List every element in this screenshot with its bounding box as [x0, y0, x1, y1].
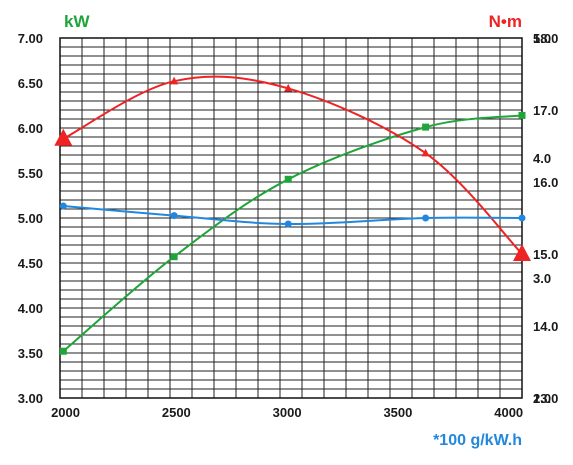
axis-pointer-triangle — [513, 244, 531, 261]
left-tick-label: 3.00 — [18, 391, 43, 406]
data-point-triangle — [284, 83, 293, 92]
left-tick-label: 5.50 — [18, 166, 43, 181]
fuel-tick-label: 3.0 — [533, 271, 551, 286]
right-tick-labels: 13.0 14.0 15.0 16.0 17.0 18.0 2.0 3.0 4.0 5.0 — [533, 31, 558, 406]
x-tick-label: 3500 — [383, 405, 412, 420]
torque-tick-label: 13.0 — [533, 391, 558, 406]
data-point-square — [518, 111, 526, 119]
left-tick-label: 6.00 — [18, 121, 43, 136]
data-point-circle — [518, 214, 526, 222]
axis-pointer-triangle — [54, 128, 73, 146]
data-point-triangle — [170, 76, 179, 85]
fuel-tick-label: 5.0 — [533, 31, 551, 46]
left-axis-unit: kW — [64, 12, 90, 31]
left-tick-label: 5.00 — [18, 211, 43, 226]
fuel-tick-label: 4.0 — [533, 151, 551, 166]
x-tick-label: 4000 — [494, 405, 523, 420]
fuel-tick-label: 2.0 — [533, 391, 551, 406]
fuel-axis-unit: *100 g/kW.h — [433, 432, 522, 449]
left-tick-label: 3.50 — [18, 346, 43, 361]
torque-tick-label: 17.0 — [533, 103, 558, 118]
left-tick-label: 6.50 — [18, 76, 43, 91]
data-point-circle — [284, 220, 292, 228]
data-point-square — [422, 123, 430, 131]
series-layer — [54, 75, 531, 355]
data-point-triangle — [421, 148, 430, 157]
torque-tick-label: 14.0 — [533, 319, 558, 334]
data-point-circle — [422, 214, 430, 222]
x-tick-label: 3000 — [273, 405, 302, 420]
torque-tick-label: 18.0 — [533, 31, 558, 46]
data-point-square — [284, 175, 292, 183]
x-tick-label: 2500 — [162, 405, 191, 420]
left-tick-label: 4.50 — [18, 256, 43, 271]
left-tick-label: 7.00 — [18, 31, 43, 46]
torque-tick-label: 15.0 — [533, 247, 558, 262]
torque-tick-label: 16.0 — [533, 175, 558, 190]
torque-axis-unit: N•m — [489, 12, 522, 31]
data-point-circle — [170, 212, 178, 220]
left-tick-labels: 3.00 3.50 4.00 4.50 5.00 5.50 6.00 6.50 7.00 — [18, 31, 43, 406]
data-point-square — [59, 347, 67, 355]
left-tick-label: 4.00 — [18, 301, 43, 316]
x-tick-labels: 2000 2500 3000 3500 4000 — [51, 405, 523, 420]
data-point-square — [170, 253, 178, 261]
x-tick-label: 2000 — [51, 405, 80, 420]
data-point-circle — [59, 202, 67, 210]
